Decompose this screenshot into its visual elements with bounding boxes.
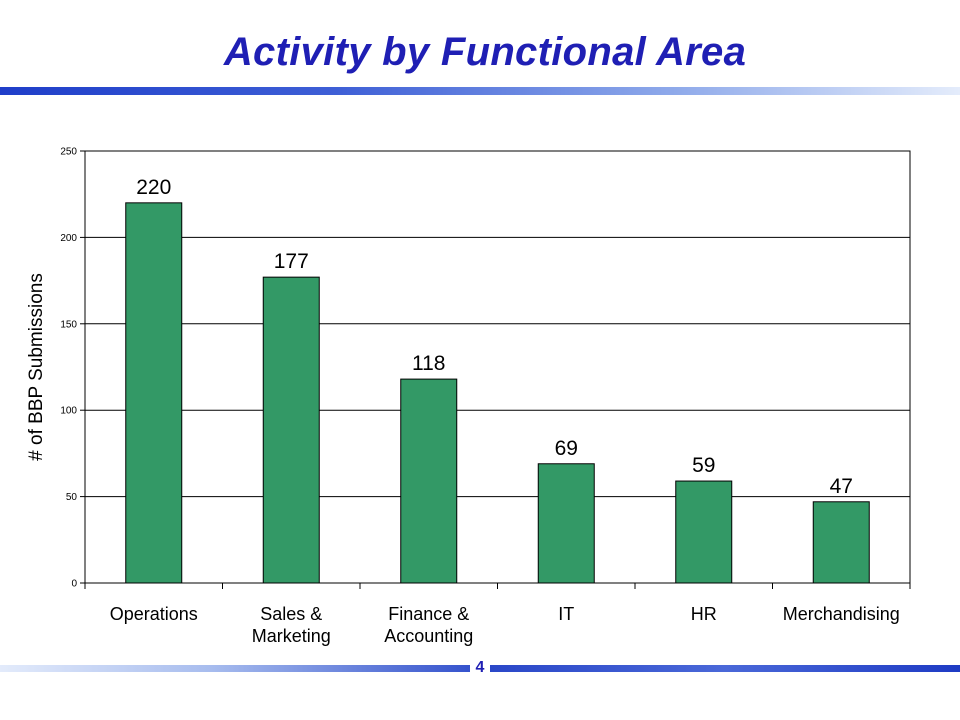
data-label: 47 [830,475,853,498]
x-tick-label: Finance & [388,604,469,624]
y-tick-label: 200 [60,233,77,244]
data-label: 69 [555,437,578,460]
y-tick-label: 150 [60,319,77,330]
data-label: 220 [136,176,171,199]
footer-rule-left [0,665,470,672]
y-axis-label: # of BBP Submissions [26,273,47,461]
bar [400,378,458,584]
y-tick-label: 250 [60,147,77,158]
y-tick-label: 50 [66,492,78,503]
title-underline [0,87,960,95]
x-tick-label: Operations [110,604,198,624]
data-label: 118 [412,352,445,375]
bar [812,501,870,584]
bar [262,276,320,584]
x-tick-label: HR [691,604,717,624]
bar [675,480,733,584]
x-tick-label: Merchandising [783,604,900,624]
data-label: 177 [274,250,309,273]
x-tick-label: Sales & [260,604,322,624]
y-tick-label: 0 [71,579,77,590]
bar [537,463,595,584]
y-tick-label: 100 [60,406,77,417]
x-tick-label: Accounting [384,626,473,646]
bar [125,202,183,584]
page-title: Activity by Functional Area [223,30,747,74]
x-tick-label: Marketing [252,626,331,646]
x-tick-label: IT [558,604,574,624]
plot-area [84,150,911,584]
page-number: 4 [475,659,485,676]
data-label: 59 [692,454,715,477]
footer-rule-right [490,665,960,672]
